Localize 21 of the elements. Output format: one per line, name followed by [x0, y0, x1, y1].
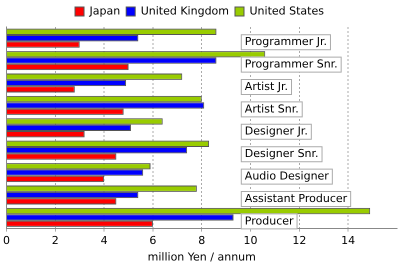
y-tick-label: Artist Jr. [244, 80, 288, 93]
y-tick-label: Audio Designer [244, 169, 330, 182]
x-tick-label: 12 [292, 234, 306, 248]
y-tick-label: Programmer Jr. [244, 35, 327, 48]
x-tick-label: 4 [100, 234, 108, 248]
y-tick-label: Assistant Producer [244, 192, 348, 205]
x-tick-label: 10 [244, 234, 258, 248]
legend-label: United States [249, 4, 324, 18]
y-tick-label: Producer [244, 214, 294, 228]
y-tick-label: Designer Snr. [244, 147, 319, 160]
legend-label: United Kingdom [140, 4, 229, 18]
x-tick-label: 8 [198, 234, 206, 248]
x-tick-label: 0 [3, 234, 10, 248]
x-tick-label: 14 [341, 234, 356, 248]
legend-label: Japan [88, 4, 120, 18]
y-tick-label: Artist Snr. [244, 102, 299, 116]
x-tick-label: 2 [52, 234, 59, 248]
y-tick-label: Programmer Snr. [244, 57, 338, 70]
x-axis-title: million Yen / annum [148, 250, 256, 264]
x-tick-label: 6 [149, 234, 156, 248]
y-tick-label: Designer Jr. [244, 124, 308, 138]
